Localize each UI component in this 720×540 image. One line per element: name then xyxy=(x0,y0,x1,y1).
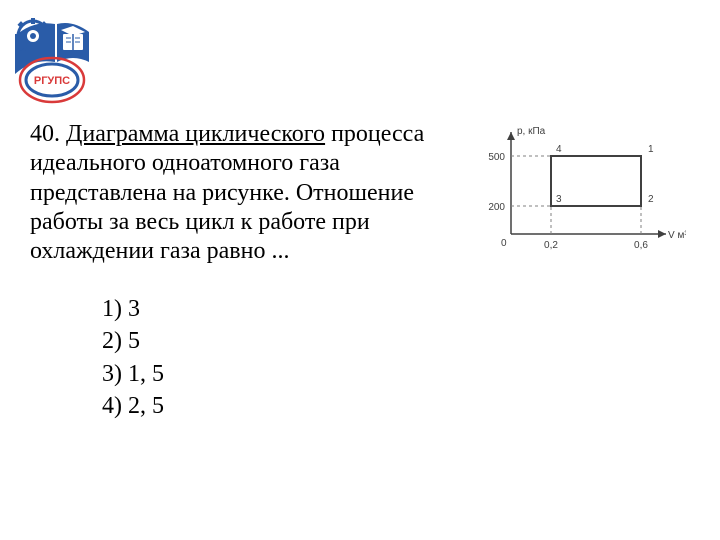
svg-text:0: 0 xyxy=(501,238,507,249)
svg-text:500: 500 xyxy=(488,152,505,163)
option-2: 2) 5 xyxy=(102,325,690,357)
svg-text:2: 2 xyxy=(648,194,654,205)
svg-text:V м³: V м³ xyxy=(668,230,686,241)
pv-diagram: p, кПа V м³ 0 500 200 0,2 0,6 1 2 3 4 xyxy=(456,114,686,269)
svg-text:1: 1 xyxy=(648,144,654,155)
option-3: 3) 1, 5 xyxy=(102,358,690,390)
question-underlined: Диаграмма циклического xyxy=(66,121,325,147)
option-1: 1) 3 xyxy=(102,293,690,325)
svg-text:3: 3 xyxy=(556,194,562,205)
question-number: 40. xyxy=(30,121,60,147)
university-logo: РГУПС xyxy=(15,18,111,109)
svg-text:p, кПа: p, кПа xyxy=(517,126,546,137)
svg-text:4: 4 xyxy=(556,144,562,155)
option-4: 4) 2, 5 xyxy=(102,390,690,422)
answer-options: 1) 3 2) 5 3) 1, 5 4) 2, 5 xyxy=(102,293,690,423)
svg-text:РГУПС: РГУПС xyxy=(34,75,70,87)
question-text: 40. Диаграмма циклического процесса идеа… xyxy=(30,120,448,266)
svg-text:0,6: 0,6 xyxy=(634,240,648,251)
svg-text:200: 200 xyxy=(488,202,505,213)
svg-text:0,2: 0,2 xyxy=(544,240,558,251)
question-block: 40. Диаграмма циклического процесса идеа… xyxy=(30,120,690,423)
